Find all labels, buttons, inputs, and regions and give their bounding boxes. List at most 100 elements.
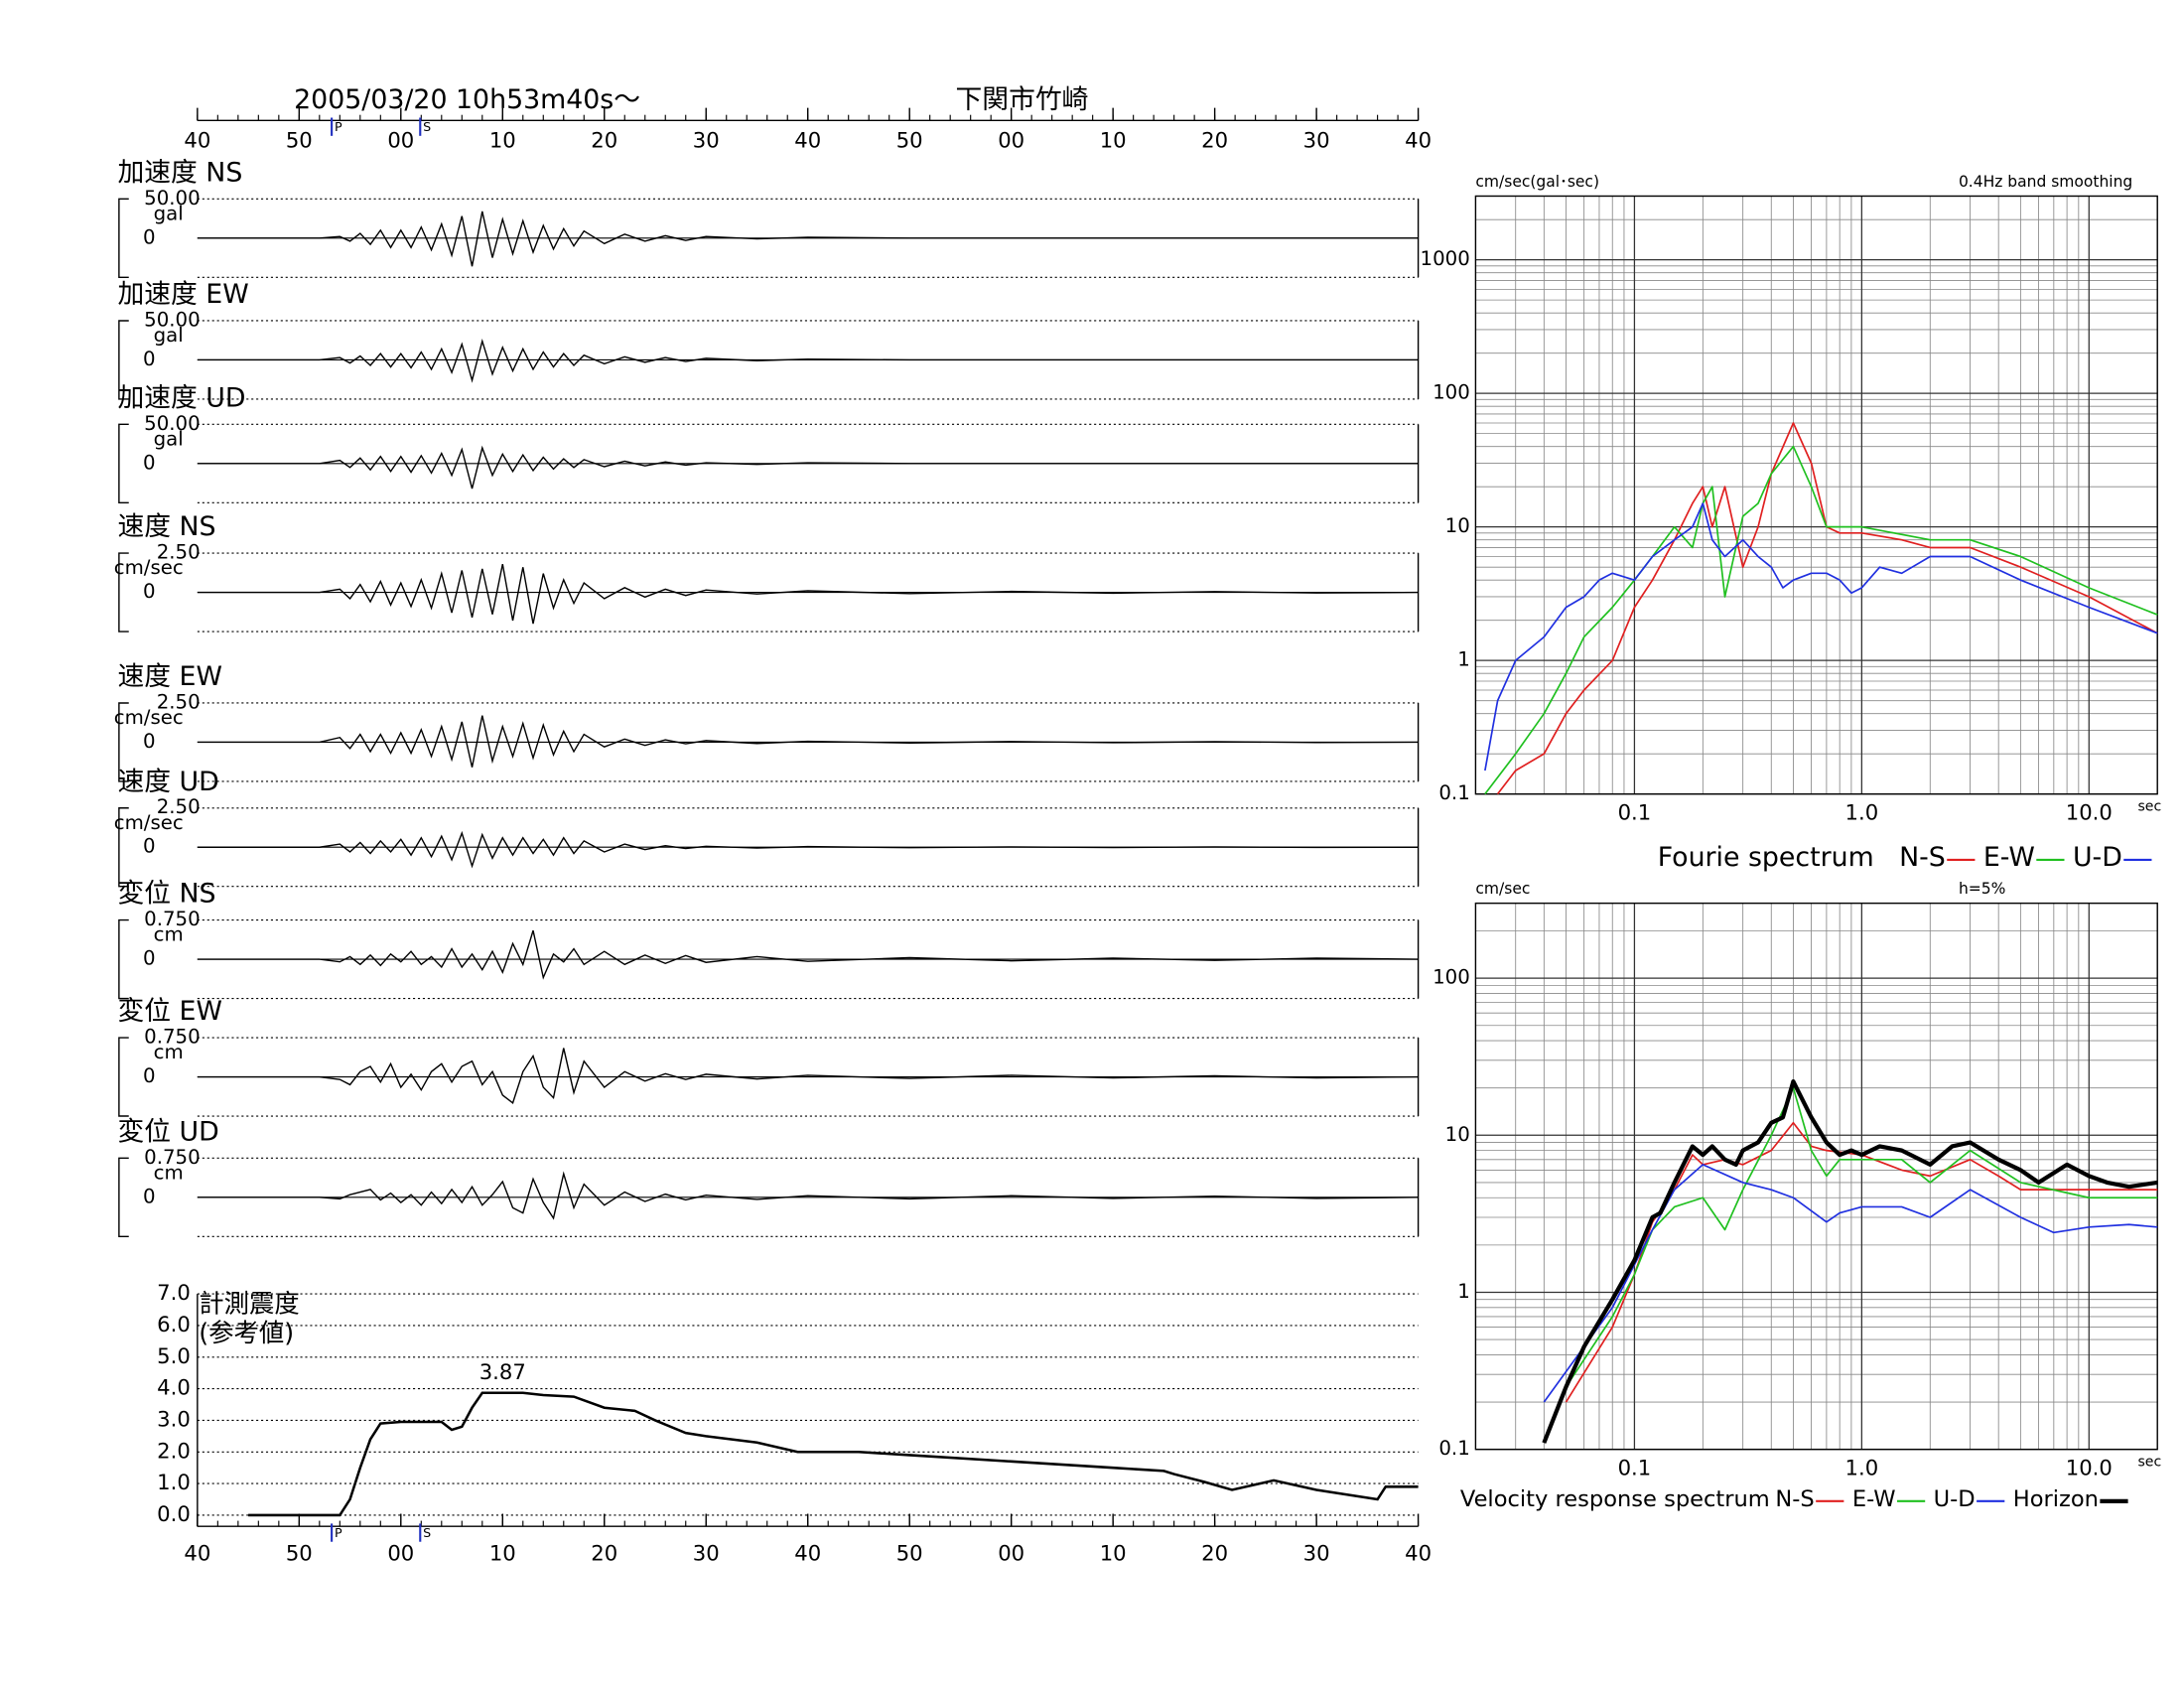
annotation: h=5% — [1959, 880, 2005, 898]
trace-name: 加速度 EW — [117, 279, 248, 310]
y-tick-label: 0 — [143, 225, 156, 248]
unit-label: cm — [154, 1041, 184, 1063]
trace-bracket — [118, 702, 129, 782]
trace-bracket — [118, 320, 129, 400]
unit-label: gal — [154, 202, 184, 224]
x-tick-label: 10 — [489, 127, 516, 152]
x-tick-label: 00 — [998, 127, 1024, 152]
x-unit: sec — [2137, 798, 2161, 814]
legend-label: Horizon — [2013, 1486, 2099, 1512]
y-tick-label: 1 — [1457, 1280, 1470, 1303]
y-tick-label: 0 — [143, 580, 156, 603]
chart-title: 計測震度 — [199, 1288, 300, 1318]
trace-name: 速度 UD — [117, 767, 218, 797]
y-tick-label: 0.750 — [144, 908, 201, 930]
spectrum-line — [1565, 1086, 2158, 1388]
y-tick-label: 6.0 — [157, 1312, 191, 1336]
y-tick-label: 0.0 — [157, 1501, 191, 1526]
trace-name: 変位 EW — [117, 996, 221, 1027]
chart-subtitle: 下関市竹崎 — [956, 84, 1089, 115]
y-tick-label: 100 — [1433, 381, 1470, 404]
x-tick-label: 50 — [286, 1540, 313, 1565]
annotation: 0.4Hz band smoothing — [1959, 173, 2132, 191]
x-tick-label: 20 — [1201, 127, 1228, 152]
y-tick-label: 0 — [143, 451, 156, 474]
unit-label: cm/sec — [114, 556, 184, 579]
trace-name: 加速度 UD — [117, 382, 245, 413]
waveform — [197, 929, 1419, 980]
x-tick-label: 40 — [1405, 1540, 1432, 1565]
waveform — [197, 211, 1419, 267]
trace-name: 速度 EW — [117, 661, 221, 692]
plot-frame — [1474, 902, 2158, 1451]
x-tick-label: 10 — [489, 1540, 516, 1565]
y-tick-label: 0 — [143, 947, 156, 970]
unit-label: gal — [154, 324, 184, 347]
y-tick-label: 1 — [1457, 648, 1470, 671]
intensity-line — [248, 1391, 1419, 1517]
x-tick-label: 30 — [693, 1540, 720, 1565]
y-tick-label: 4.0 — [157, 1375, 191, 1400]
waveform — [197, 564, 1419, 625]
y-tick-label: 0 — [143, 730, 156, 753]
y-tick-label: 0 — [143, 835, 156, 858]
x-tick-label: 50 — [896, 1540, 923, 1565]
waveform — [197, 715, 1419, 768]
y-tick-label: 1000 — [1421, 247, 1470, 270]
peak-label: 3.87 — [479, 1359, 526, 1384]
unit-label: cm — [154, 1161, 184, 1184]
y-tick-label: 0 — [143, 348, 156, 370]
legend-label: E-W — [1983, 842, 2035, 873]
x-tick-label: 50 — [896, 127, 923, 152]
x-tick-label: 20 — [591, 127, 617, 152]
waveform — [197, 1048, 1419, 1105]
y-tick-label: 0 — [143, 1064, 156, 1087]
y-tick-label: 0.1 — [1438, 781, 1469, 804]
x-tick-label: 10.0 — [2066, 799, 2113, 824]
legend-title: Velocity response spectrum — [1460, 1486, 1770, 1512]
x-tick-label: 30 — [1303, 127, 1330, 152]
legend-label: U-D — [2073, 842, 2122, 873]
x-unit: sec — [2137, 1454, 2161, 1470]
x-tick-label: 40 — [794, 1540, 821, 1565]
trace-name: 速度 NS — [117, 511, 215, 542]
trace-bracket — [118, 1157, 129, 1237]
y-axis-label: cm/sec — [1475, 880, 1530, 898]
y-tick-label: 0.750 — [144, 1146, 201, 1169]
y-tick-label: 2.50 — [157, 795, 201, 818]
trace-bracket — [118, 1037, 129, 1117]
trace-name: 加速度 NS — [117, 157, 242, 188]
x-tick-label: 00 — [998, 1540, 1024, 1565]
plot-frame — [1474, 195, 2158, 795]
x-tick-label: 20 — [1201, 1540, 1228, 1565]
x-tick-label: 40 — [184, 1540, 210, 1565]
trace-bracket — [118, 198, 129, 278]
x-tick-label: 40 — [1405, 127, 1432, 152]
waveform — [197, 1171, 1419, 1220]
y-tick-label: 1.0 — [157, 1470, 191, 1494]
spectrum-line — [1543, 1164, 2158, 1403]
x-tick-label: 1.0 — [1845, 1455, 1879, 1479]
waveform — [197, 445, 1419, 490]
unit-label: cm/sec — [114, 811, 184, 834]
legend-label: U-D — [1934, 1486, 1976, 1512]
chart-subtitle: (参考値) — [199, 1318, 294, 1347]
y-tick-label: 50.00 — [144, 187, 201, 210]
x-tick-label: 50 — [286, 127, 313, 152]
x-tick-label: 30 — [1303, 1540, 1330, 1565]
y-tick-label: 100 — [1433, 966, 1470, 989]
chart-title: 2005/03/20 10h53m40s〜 — [294, 84, 640, 115]
y-tick-label: 50.00 — [144, 308, 201, 331]
unit-label: gal — [154, 427, 184, 450]
legend-title: Fourie spectrum — [1658, 842, 1874, 873]
y-tick-label: 0.750 — [144, 1026, 201, 1049]
y-tick-label: 3.0 — [157, 1406, 191, 1431]
phase-label: S — [423, 119, 431, 134]
trace-bracket — [118, 918, 129, 1000]
phase-label: P — [335, 1525, 342, 1540]
trace-name: 変位 NS — [117, 879, 215, 910]
waveform — [197, 830, 1419, 869]
